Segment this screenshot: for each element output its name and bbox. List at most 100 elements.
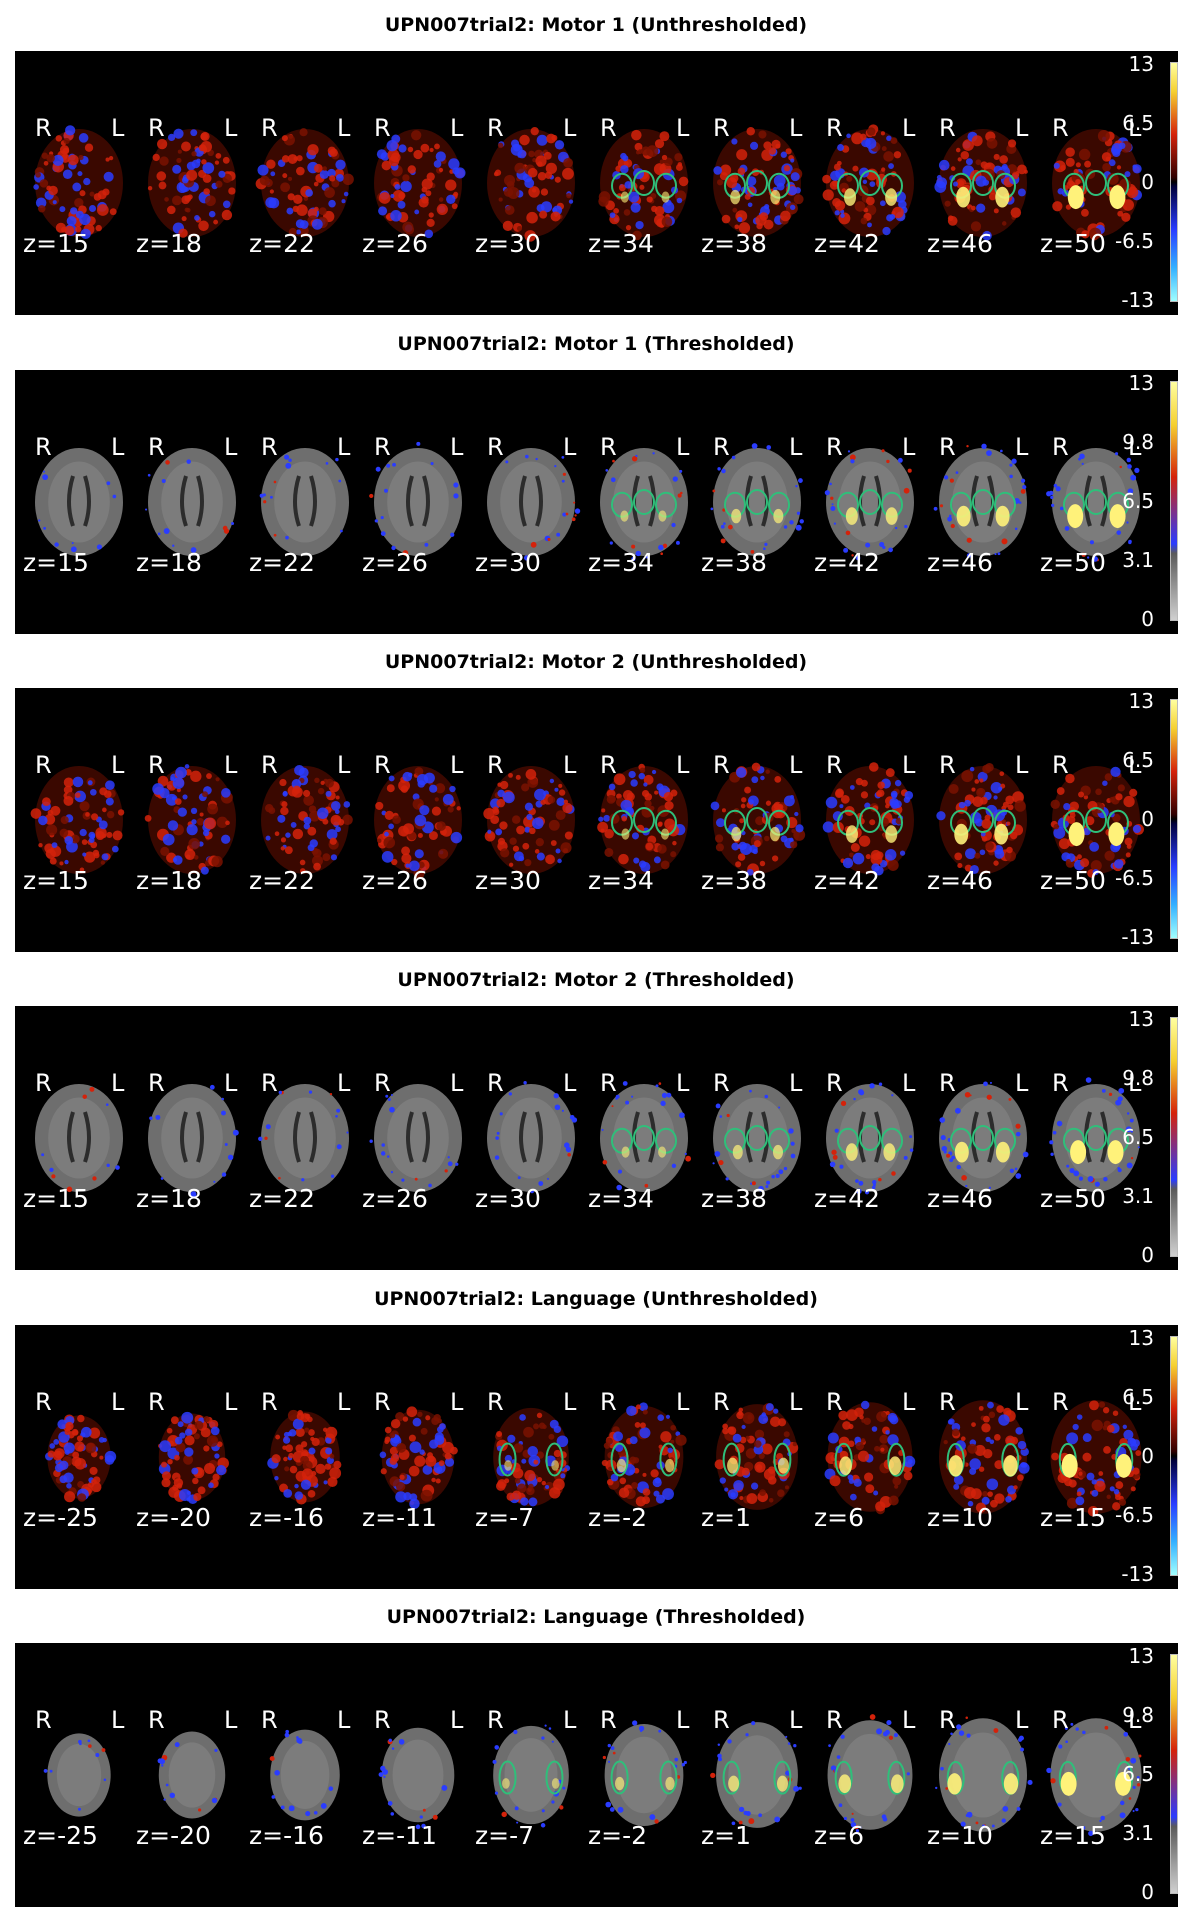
activation-voxel xyxy=(335,159,346,170)
roi-outline xyxy=(746,1125,768,1151)
activation-voxel xyxy=(333,1460,342,1469)
activation-voxel xyxy=(1106,1424,1115,1433)
activation-voxel xyxy=(419,1449,425,1455)
activation-voxel xyxy=(855,1441,865,1451)
activation-voxel xyxy=(670,1439,675,1444)
activation-voxel xyxy=(652,452,655,455)
activation-voxel xyxy=(305,189,313,197)
slice-z-label: z=15 xyxy=(1040,1503,1106,1532)
activation-voxel xyxy=(858,1180,864,1186)
activation-voxel xyxy=(869,1714,876,1720)
brain-white-matter xyxy=(500,461,562,543)
activation-voxel xyxy=(849,454,856,461)
activation-voxel xyxy=(221,1097,224,1101)
brain-slice xyxy=(487,448,581,561)
orientation-left-label: L xyxy=(224,433,238,461)
activation-voxel xyxy=(537,171,547,181)
activation-voxel xyxy=(79,190,86,197)
colorbar-tick-label: 0 xyxy=(1141,607,1154,631)
activation-voxel xyxy=(1119,465,1122,469)
activation-voxel xyxy=(384,488,388,493)
slice-renderings xyxy=(43,1714,1142,1837)
activation-voxel xyxy=(1056,1120,1063,1127)
activation-voxel xyxy=(642,1409,648,1415)
activation-voxel xyxy=(49,1769,53,1773)
activation-voxel xyxy=(975,159,982,166)
activation-voxel xyxy=(950,523,955,529)
activation-voxel xyxy=(413,149,423,160)
activation-voxel xyxy=(946,1153,951,1158)
activation-voxel xyxy=(414,814,427,827)
activation-voxel xyxy=(1050,1778,1056,1784)
activation-voxel xyxy=(869,181,876,188)
activation-voxel xyxy=(986,450,992,456)
activation-voxel xyxy=(982,1491,988,1497)
activation-voxel xyxy=(766,445,772,450)
activation-voxel xyxy=(200,141,213,153)
orientation-left-label: L xyxy=(563,1388,577,1416)
activation-voxel xyxy=(329,1467,342,1480)
activation-voxel xyxy=(951,1428,960,1437)
activation-voxel xyxy=(852,165,859,172)
brain-white-matter xyxy=(274,461,336,543)
activation-voxel xyxy=(536,1476,543,1483)
activation-voxel xyxy=(292,785,301,794)
activation-voxel xyxy=(1085,816,1095,826)
colorbar-tick-label: 9.8 xyxy=(1122,1066,1154,1090)
activation-voxel xyxy=(1002,221,1007,226)
orientation-right-label: R xyxy=(261,433,278,461)
activation-voxel xyxy=(950,1732,953,1736)
activation-voxel xyxy=(388,1738,392,1742)
activation-voxel xyxy=(610,477,616,483)
activation-voxel xyxy=(965,158,973,166)
slice-z-label: z=46 xyxy=(927,866,993,895)
orientation-left-label: L xyxy=(1015,1706,1029,1734)
activation-voxel xyxy=(414,1177,418,1181)
activation-voxel xyxy=(338,479,342,483)
activation-voxel xyxy=(96,204,109,216)
orientation-right-label: R xyxy=(939,1069,956,1097)
activation-voxel xyxy=(989,1439,995,1445)
activation-voxel xyxy=(956,1724,962,1730)
activation-peak xyxy=(883,1143,896,1161)
slice-z-label: z=-16 xyxy=(249,1503,324,1532)
orientation-left-label: L xyxy=(111,114,125,142)
activation-voxel xyxy=(638,1725,645,1732)
activation-voxel xyxy=(431,1416,440,1426)
activation-voxel xyxy=(965,848,976,860)
activation-voxel xyxy=(601,1128,604,1131)
activation-voxel xyxy=(832,180,839,187)
activation-voxel xyxy=(1056,787,1065,795)
activation-voxel xyxy=(969,1458,981,1470)
activation-voxel xyxy=(654,790,659,795)
activation-voxel xyxy=(79,801,90,812)
brain-slice xyxy=(710,1721,802,1828)
activation-voxel xyxy=(405,863,410,868)
activation-voxel xyxy=(163,1798,166,1801)
activation-voxel xyxy=(735,767,747,778)
activation-voxel xyxy=(199,812,204,817)
activation-voxel xyxy=(438,1460,445,1467)
brain-white-matter xyxy=(504,1738,558,1812)
activation-voxel xyxy=(763,547,766,550)
activation-voxel xyxy=(758,1185,764,1192)
activation-voxel xyxy=(664,157,673,167)
activation-voxel xyxy=(848,1478,855,1484)
activation-voxel xyxy=(975,1821,979,1825)
orientation-right-label: R xyxy=(374,433,391,461)
activation-voxel xyxy=(71,542,74,545)
roi-outline xyxy=(972,1125,994,1151)
activation-voxel xyxy=(840,209,845,214)
activation-peak xyxy=(658,510,667,522)
roi-outline xyxy=(859,170,881,196)
activation-voxel xyxy=(181,1411,194,1424)
activation-voxel xyxy=(48,185,58,196)
activation-voxel xyxy=(296,1736,299,1739)
activation-voxel xyxy=(46,824,58,836)
activation-voxel xyxy=(524,1470,536,1482)
activation-voxel xyxy=(106,831,113,839)
activation-voxel xyxy=(1092,868,1099,876)
activation-voxel xyxy=(526,1486,535,1496)
activation-voxel xyxy=(277,814,286,823)
